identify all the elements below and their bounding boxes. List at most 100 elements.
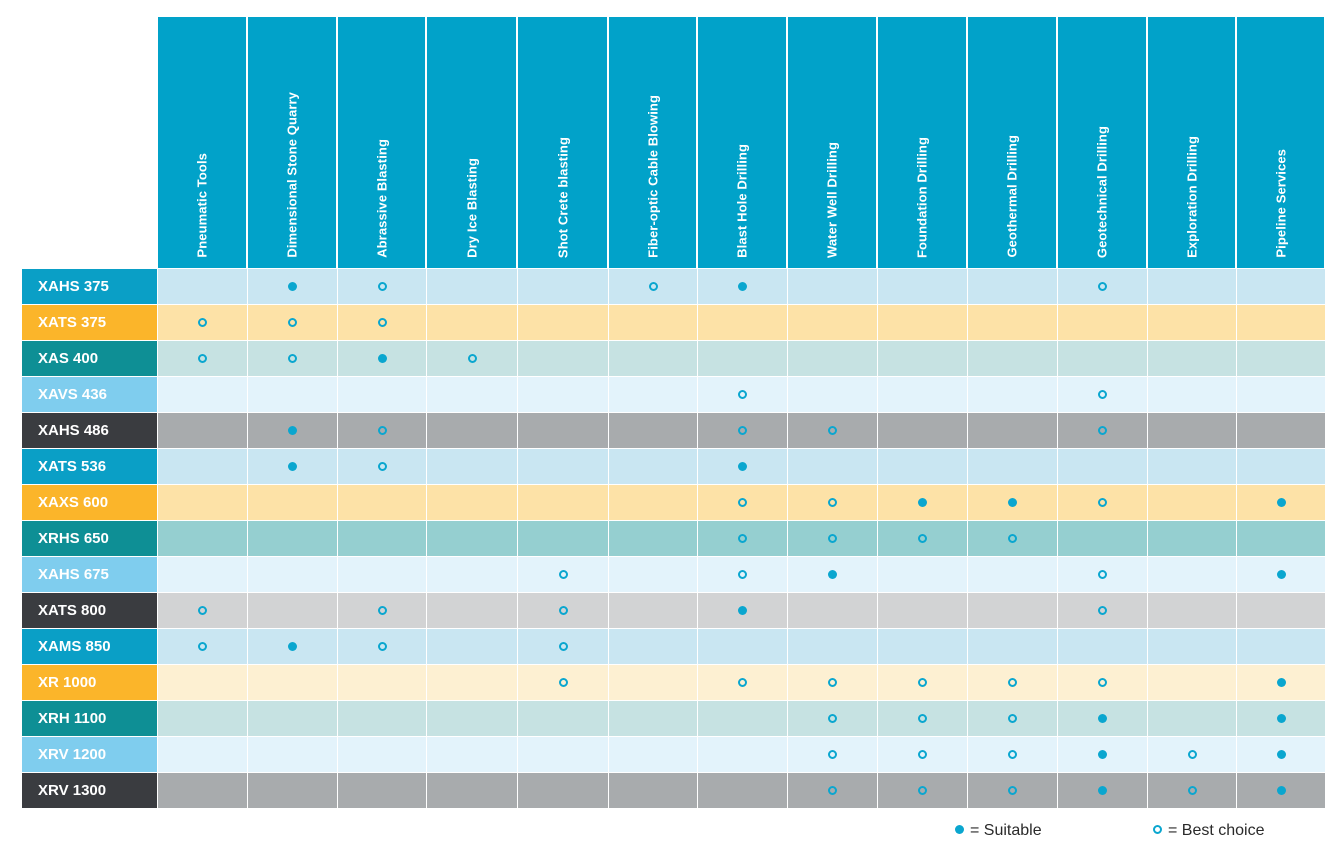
suitable-dot-icon xyxy=(288,281,297,291)
suitable-dot-icon xyxy=(1008,497,1017,507)
application-label: Water Well Drilling xyxy=(824,141,840,258)
best-choice-circle-icon xyxy=(918,677,927,687)
matrix-cell xyxy=(1236,304,1325,340)
application-label: Dry Ice Blasting xyxy=(464,158,479,258)
best-choice-circle-icon xyxy=(1008,713,1017,723)
matrix-cell xyxy=(1057,592,1147,628)
matrix-cell xyxy=(877,772,967,808)
matrix-cell xyxy=(426,484,517,520)
application-label: Blast Hole Drilling xyxy=(734,144,750,258)
matrix-cell xyxy=(787,268,877,304)
matrix-cell xyxy=(1147,484,1236,520)
matrix-cell xyxy=(157,628,247,664)
matrix-cell xyxy=(517,556,608,592)
best-choice-circle-icon xyxy=(738,533,747,543)
matrix-cell xyxy=(247,736,337,772)
suitable-dot-icon xyxy=(288,461,297,471)
matrix-cell xyxy=(426,592,517,628)
suitable-dot-icon xyxy=(1276,749,1286,759)
corner-cell xyxy=(22,17,157,268)
matrix-cell xyxy=(967,736,1057,772)
application-header-wrap: Foundation Drilling xyxy=(878,17,966,268)
application-header-wrap: Shot Crete blasting xyxy=(518,17,607,268)
matrix-cell xyxy=(877,304,967,340)
matrix-cell xyxy=(697,340,787,376)
matrix-cell xyxy=(697,412,787,448)
application-header-wrap: Geothermal Drilling xyxy=(968,17,1056,268)
model-name: XAHS 486 xyxy=(22,412,157,448)
matrix-cell xyxy=(1057,772,1147,808)
best-choice-circle-icon xyxy=(1098,569,1107,579)
matrix-cell xyxy=(608,376,697,412)
application-header-wrap: Blast Hole Drilling xyxy=(698,17,786,268)
best-choice-circle-icon xyxy=(828,713,837,723)
suitable-dot-icon xyxy=(1098,749,1107,759)
model-row: XATS 375 xyxy=(22,304,1325,340)
matrix-cell xyxy=(967,268,1057,304)
model-rows: XAHS 375 XATS 375 XAS 400 XAVS 436 XAHS 486 X… xyxy=(22,268,1325,808)
application-header: Foundation Drilling xyxy=(877,17,967,268)
application-label: Shot Crete blasting xyxy=(555,136,570,258)
matrix-cell xyxy=(1057,736,1147,772)
legend-best-label: = Best choice xyxy=(1168,822,1265,839)
model-name: XATS 375 xyxy=(22,304,157,340)
matrix-cell xyxy=(608,304,697,340)
matrix-cell xyxy=(426,412,517,448)
best-choice-circle-icon xyxy=(918,713,927,723)
suitable-dot-icon xyxy=(1098,713,1107,723)
matrix-cell xyxy=(967,700,1057,736)
matrix-cell xyxy=(1057,484,1147,520)
application-label: Foundation Drilling xyxy=(914,136,930,258)
application-header-wrap: Pneumatic Tools xyxy=(158,17,246,268)
model-name: XAHS 675 xyxy=(22,556,157,592)
matrix-cell xyxy=(247,556,337,592)
matrix-cell xyxy=(517,628,608,664)
best-choice-circle-icon xyxy=(377,281,387,291)
best-choice-circle-icon xyxy=(1098,281,1107,291)
matrix-cell xyxy=(517,700,608,736)
matrix-cell xyxy=(1057,304,1147,340)
matrix-cell xyxy=(157,592,247,628)
matrix-cell xyxy=(697,484,787,520)
matrix-cell xyxy=(967,304,1057,340)
matrix-cell xyxy=(1236,412,1325,448)
matrix-cell xyxy=(697,376,787,412)
suitable-dot-icon xyxy=(918,497,927,507)
matrix-cell xyxy=(608,484,697,520)
matrix-cell xyxy=(1147,520,1236,556)
application-header: Water Well Drilling xyxy=(787,17,877,268)
matrix-cell xyxy=(697,520,787,556)
matrix-cell xyxy=(337,628,426,664)
matrix-cell xyxy=(1236,664,1325,700)
application-header: Abrassive Blasting xyxy=(337,17,426,268)
matrix-cell xyxy=(1236,556,1325,592)
application-header: Shot Crete blasting xyxy=(517,17,608,268)
matrix-cell xyxy=(877,268,967,304)
matrix-cell xyxy=(967,448,1057,484)
best-choice-circle-icon xyxy=(738,389,747,399)
application-label: Abrassive Blasting xyxy=(374,139,389,258)
matrix-cell xyxy=(1236,736,1325,772)
matrix-cell xyxy=(787,304,877,340)
matrix-cell xyxy=(337,448,426,484)
matrix-cell xyxy=(877,376,967,412)
matrix-cell xyxy=(1057,520,1147,556)
application-header: Geotechnical Drilling xyxy=(1057,17,1147,268)
best-choice-circle-icon xyxy=(467,353,477,363)
best-choice-circle-icon xyxy=(1008,533,1017,543)
matrix-cell xyxy=(608,592,697,628)
best-choice-circle-icon xyxy=(198,353,207,363)
matrix-cell xyxy=(426,628,517,664)
matrix-cell xyxy=(157,304,247,340)
application-label: Dimensional Stone Quarry xyxy=(284,92,300,258)
model-row: XAHS 486 xyxy=(22,412,1325,448)
matrix-cell xyxy=(787,700,877,736)
matrix-cell xyxy=(877,736,967,772)
matrix-cell xyxy=(337,700,426,736)
matrix-cell xyxy=(247,448,337,484)
suitable-dot-icon xyxy=(1276,677,1286,687)
matrix-cell xyxy=(877,556,967,592)
matrix-cell xyxy=(517,772,608,808)
best-choice-circle-icon xyxy=(828,425,837,435)
best-choice-circle-icon xyxy=(377,425,387,435)
